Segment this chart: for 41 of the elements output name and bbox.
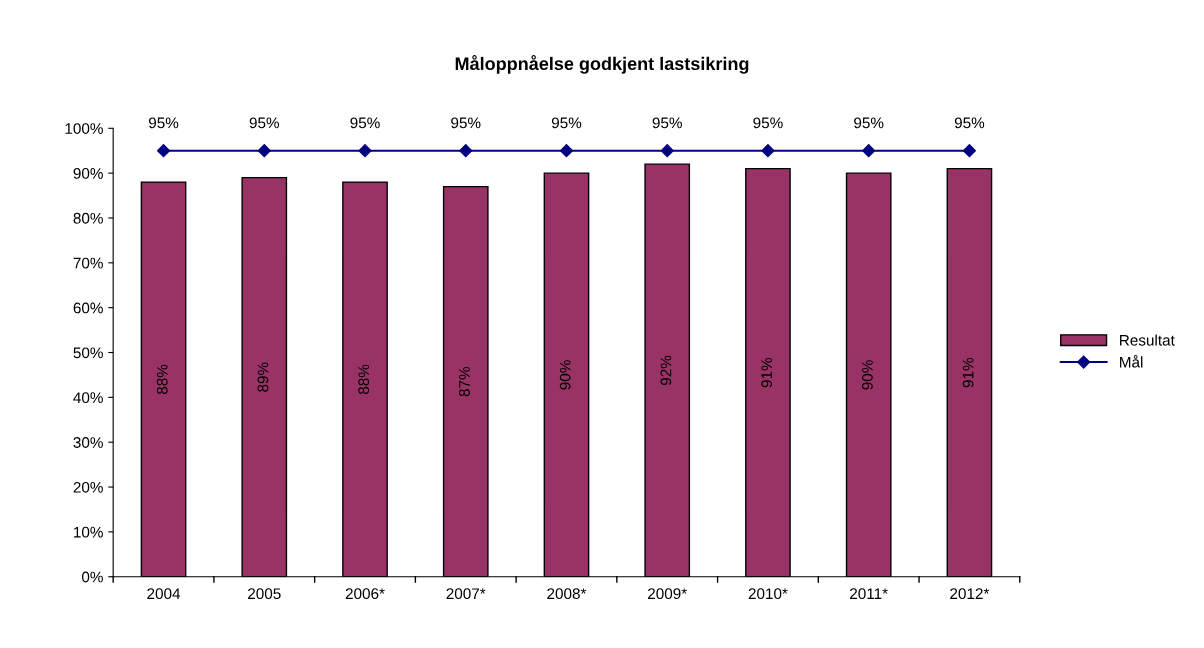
data-label: 95% xyxy=(148,117,179,129)
y-tick-label: 80% xyxy=(73,212,103,224)
legend-label: Mål xyxy=(1120,355,1143,368)
y-tick-label: 60% xyxy=(73,302,103,314)
x-tick-label: 2010* xyxy=(748,588,788,600)
legend-label: Resultat xyxy=(1120,334,1175,346)
x-tick-label: 2009* xyxy=(648,588,687,600)
data-label: 92% xyxy=(660,355,672,386)
data-label: 95% xyxy=(249,117,280,129)
data-label: 95% xyxy=(652,117,682,129)
data-label: 95% xyxy=(451,117,481,129)
y-tick-label: 30% xyxy=(73,437,103,448)
data-label: 95% xyxy=(350,117,380,129)
x-tick-label: 2011* xyxy=(850,588,888,600)
y-tick-label: 100% xyxy=(65,123,103,134)
data-label: 91% xyxy=(962,357,974,388)
x-tick-label: 2008* xyxy=(547,588,587,600)
y-tick-label: 20% xyxy=(73,481,103,493)
x-tick-label: 2007* xyxy=(446,588,486,600)
x-tick-label: 2005 xyxy=(248,588,281,600)
chart-title: Måloppnåelse godkjent lastsikring xyxy=(455,55,749,74)
y-tick-label: 70% xyxy=(73,257,103,269)
x-tick-label: 2006* xyxy=(345,588,385,600)
x-tick-label: 2004 xyxy=(147,588,181,600)
y-tick-label: 0% xyxy=(81,571,103,583)
x-tick-label: 2012* xyxy=(950,588,990,600)
y-tick-label: 90% xyxy=(73,168,103,179)
data-label: 90% xyxy=(861,360,873,390)
data-label: 87% xyxy=(459,366,470,397)
y-tick-label: 50% xyxy=(73,347,103,359)
data-label: 95% xyxy=(551,117,582,129)
data-label: 95% xyxy=(753,117,783,129)
data-label: 88% xyxy=(156,364,168,395)
y-tick-label: 40% xyxy=(73,392,103,404)
data-label: 95% xyxy=(954,117,985,129)
data-label: 89% xyxy=(257,362,269,392)
data-label: 88% xyxy=(358,364,370,395)
data-label: 91% xyxy=(761,357,773,388)
data-label: 95% xyxy=(854,117,884,129)
y-tick-label: 10% xyxy=(74,526,103,538)
data-label: 90% xyxy=(559,360,571,390)
